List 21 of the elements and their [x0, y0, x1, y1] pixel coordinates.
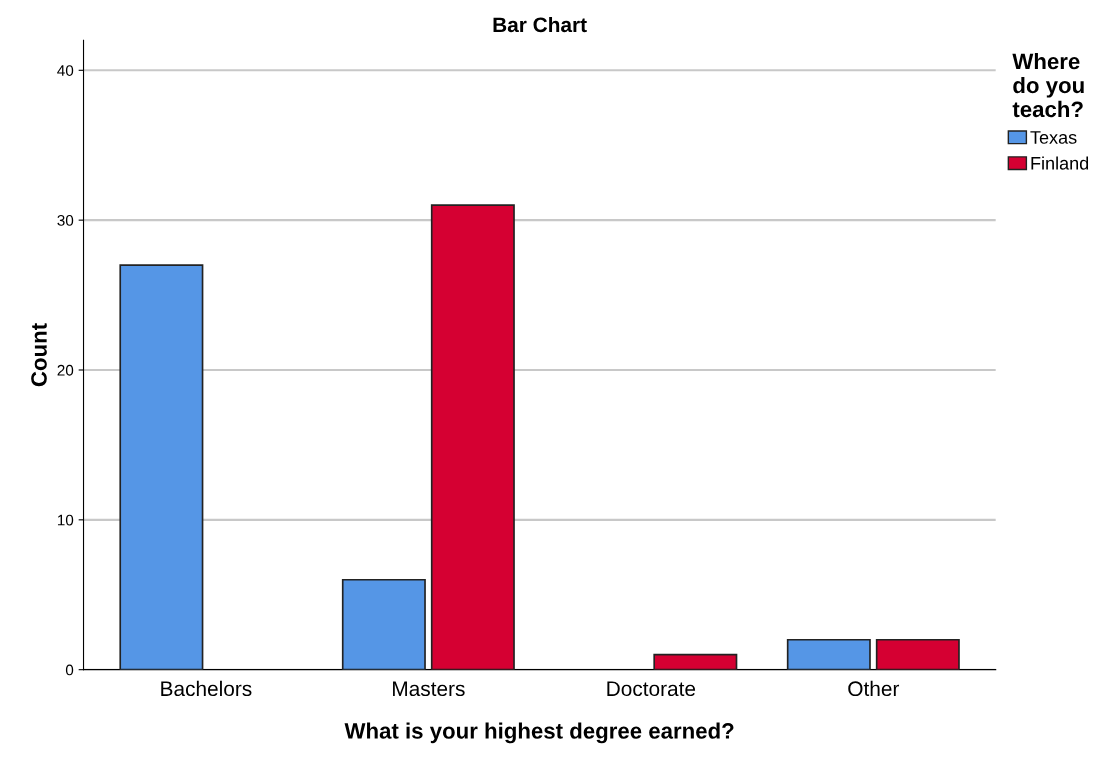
x-tick-label: Masters	[393, 681, 465, 697]
bar	[119, 264, 204, 670]
y-tick-label: 10	[57, 514, 74, 526]
y-tick-label: 30	[57, 215, 74, 226]
y-tick-label: 20	[57, 364, 74, 376]
bar	[875, 638, 960, 670]
y-tick-label: 0	[65, 664, 74, 676]
x-tick-label: Other	[848, 680, 900, 697]
bar	[341, 578, 426, 670]
y-axis-title: Count	[31, 323, 47, 387]
x-axis-title: What is your highest degree earned?	[344, 722, 734, 744]
bar	[786, 638, 871, 670]
legend-label: Finland	[1031, 156, 1089, 170]
bar	[430, 204, 515, 670]
x-tick-label: Bachelors	[161, 680, 252, 697]
bar	[653, 653, 738, 670]
chart-title: Bar Chart	[493, 16, 587, 33]
legend-label: Texas	[1030, 131, 1077, 144]
legend-title: Where do you teach?	[1012, 52, 1084, 118]
x-tick-label: Doctorate	[607, 681, 696, 697]
y-tick-label: 40	[57, 65, 74, 76]
